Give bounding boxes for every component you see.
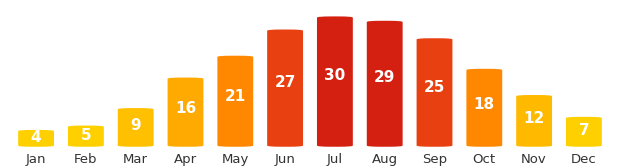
- Text: 16: 16: [175, 101, 196, 117]
- Text: 21: 21: [224, 89, 246, 104]
- FancyBboxPatch shape: [417, 38, 453, 147]
- Text: 25: 25: [424, 80, 445, 95]
- FancyBboxPatch shape: [367, 21, 402, 147]
- Text: May: May: [221, 153, 249, 166]
- FancyBboxPatch shape: [267, 30, 303, 147]
- FancyBboxPatch shape: [218, 56, 253, 147]
- Text: 7: 7: [578, 123, 589, 138]
- Text: Jan: Jan: [26, 153, 46, 166]
- FancyBboxPatch shape: [118, 108, 154, 147]
- FancyBboxPatch shape: [68, 125, 104, 147]
- Text: Aug: Aug: [371, 153, 398, 166]
- Text: 29: 29: [374, 70, 396, 85]
- Text: Oct: Oct: [472, 153, 496, 166]
- Text: Jul: Jul: [327, 153, 343, 166]
- FancyBboxPatch shape: [317, 16, 353, 147]
- Text: 12: 12: [523, 111, 545, 126]
- Text: Feb: Feb: [74, 153, 97, 166]
- FancyBboxPatch shape: [18, 130, 54, 147]
- Text: 27: 27: [275, 75, 296, 90]
- Text: Dec: Dec: [571, 153, 597, 166]
- Text: 9: 9: [130, 118, 141, 133]
- FancyBboxPatch shape: [167, 78, 203, 147]
- Text: 4: 4: [31, 130, 42, 145]
- FancyBboxPatch shape: [566, 117, 602, 147]
- Text: Jun: Jun: [275, 153, 296, 166]
- Text: 18: 18: [474, 97, 495, 112]
- Text: 5: 5: [81, 128, 91, 143]
- Text: Mar: Mar: [123, 153, 148, 166]
- Text: Sep: Sep: [422, 153, 447, 166]
- Text: Nov: Nov: [521, 153, 547, 166]
- Text: 30: 30: [324, 68, 345, 83]
- Text: Apr: Apr: [174, 153, 197, 166]
- FancyBboxPatch shape: [516, 95, 552, 147]
- FancyBboxPatch shape: [466, 69, 502, 147]
